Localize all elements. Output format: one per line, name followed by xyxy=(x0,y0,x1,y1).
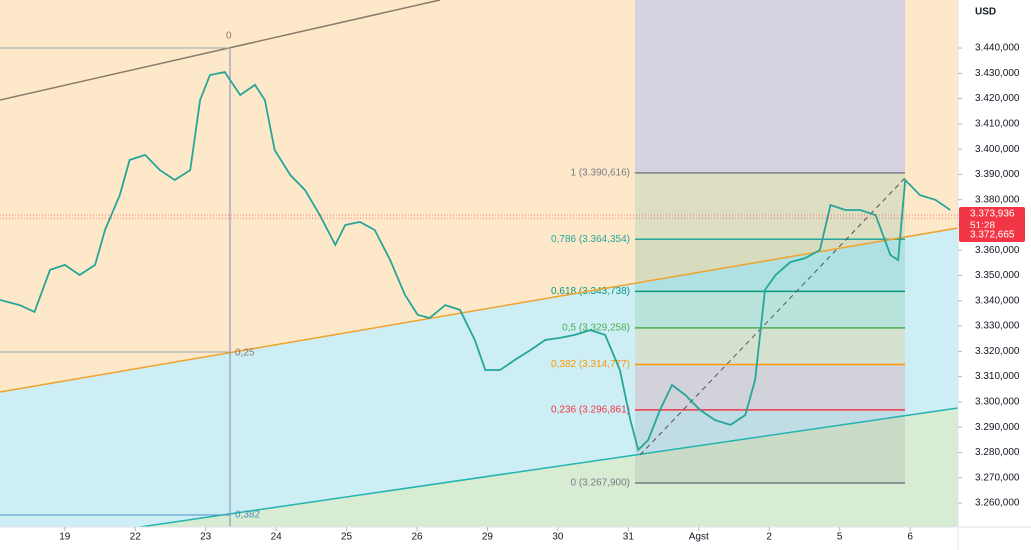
x-tick-label: 19 xyxy=(59,532,71,543)
fib-zone xyxy=(635,409,905,484)
x-tick-label: 29 xyxy=(482,532,494,543)
y-tick-label: 3.340,000 xyxy=(975,295,1020,306)
y-tick-label: 3.260,000 xyxy=(975,498,1020,509)
y-axis-band xyxy=(958,0,1031,550)
fib-label: 0,5 (3.329,258) xyxy=(562,323,630,334)
x-tick-label: 6 xyxy=(907,532,913,543)
fib-label: 0,786 (3.364,354) xyxy=(551,234,630,245)
fib-zone xyxy=(635,172,905,240)
x-tick-label: 25 xyxy=(341,532,353,543)
y-tick-label: 3.380,000 xyxy=(975,194,1020,205)
fib-trend xyxy=(639,177,906,456)
y-tick-label: 3.360,000 xyxy=(975,245,1020,256)
drawing-label: 0 xyxy=(226,31,232,42)
y-tick-label: 3.350,000 xyxy=(975,270,1020,281)
trend-line xyxy=(0,0,441,101)
y-tick-label: 3.320,000 xyxy=(975,346,1020,357)
y-tick-label: 3.390,000 xyxy=(975,169,1020,180)
fib-label: 0,236 (3.296,861) xyxy=(551,404,630,415)
drawing-label: 0,382 xyxy=(235,510,260,521)
channel-line xyxy=(139,407,959,528)
price-tag-label: 3.373,936 xyxy=(970,209,1015,220)
y-tick-label: 3.270,000 xyxy=(975,472,1020,483)
y-tick-label: 3.300,000 xyxy=(975,397,1020,408)
fib-group: 1 (3.390,616)0,786 (3.364,354)0,618 (3.3… xyxy=(551,167,905,489)
fib-top-zone xyxy=(635,0,905,173)
x-tick-label: 26 xyxy=(411,532,423,543)
currency: USD xyxy=(975,7,996,18)
y-tick-label: 3.420,000 xyxy=(975,93,1020,104)
y-tick-label: 3.410,000 xyxy=(975,118,1020,129)
fib-label: 1 (3.390,616) xyxy=(571,167,631,178)
price-tag xyxy=(959,228,1025,243)
fib-zone xyxy=(635,364,905,410)
y-tick-label: 3.400,000 xyxy=(975,144,1020,155)
x-tick-label: 22 xyxy=(130,532,142,543)
y-tick-label: 3.440,000 xyxy=(975,43,1020,54)
price-tag-countdown: 51:28 xyxy=(970,221,995,232)
price-tag-label: 3.372,665 xyxy=(970,230,1015,241)
y-tick-label: 3.290,000 xyxy=(975,422,1020,433)
channel-zone xyxy=(0,228,958,527)
price-tag xyxy=(959,207,1025,234)
x-tick-label: 5 xyxy=(837,532,843,543)
x-tick-label: 23 xyxy=(200,532,212,543)
y-tick-label: 3.330,000 xyxy=(975,321,1020,332)
y-tick-label: 3.310,000 xyxy=(975,371,1020,382)
x-tick-label: 30 xyxy=(552,532,564,543)
x-tick-label: 2 xyxy=(766,532,772,543)
fib-label: 0 (3.267,900) xyxy=(571,478,631,489)
drawing-label: 0,25 xyxy=(235,348,255,359)
price-line xyxy=(0,70,951,452)
x-tick-label: Agst xyxy=(689,532,709,543)
channel-line xyxy=(0,227,959,393)
x-tick-label: 24 xyxy=(271,532,283,543)
y-tick-label: 3.430,000 xyxy=(975,68,1020,79)
x-axis-band xyxy=(0,527,1031,550)
fib-zone xyxy=(635,327,905,365)
y-tick-label: 3.280,000 xyxy=(975,447,1020,458)
fib-zone xyxy=(635,291,905,328)
x-tick-label: 31 xyxy=(623,532,635,543)
fib-label: 0,382 (3.314,777) xyxy=(551,359,630,370)
